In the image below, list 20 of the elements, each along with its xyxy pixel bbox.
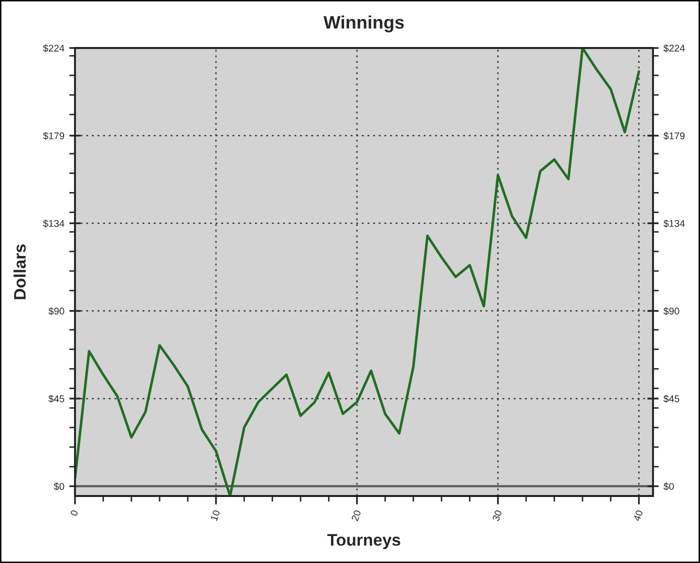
y2-tick-label: $0: [664, 482, 674, 490]
x-tick-label: 20: [351, 510, 362, 522]
y-tick-label: $224: [43, 44, 64, 52]
y-tick-label: $134: [43, 220, 64, 228]
x-tick-label: 30: [492, 510, 502, 522]
x-tick-label: 10: [210, 510, 220, 522]
x-tick-label: 0: [70, 510, 78, 516]
y2-tick-label: $224: [664, 44, 685, 52]
x-tick-label: 40: [633, 510, 644, 522]
y2-tick-label: $179: [664, 132, 685, 140]
y-tick-label: $90: [48, 307, 64, 316]
y2-tick-label: $45: [664, 394, 680, 403]
y-tick-label: $45: [48, 394, 64, 403]
y2-tick-label: $134: [664, 220, 685, 228]
y2-tick-label: $90: [664, 307, 680, 316]
chart-title: Winnings: [323, 15, 404, 32]
y-tick-label: $179: [43, 132, 64, 140]
x-axis-title: Tourneys: [327, 534, 400, 550]
y-tick-label: $0: [54, 482, 64, 490]
y-axis-title: Dollars: [14, 244, 26, 300]
